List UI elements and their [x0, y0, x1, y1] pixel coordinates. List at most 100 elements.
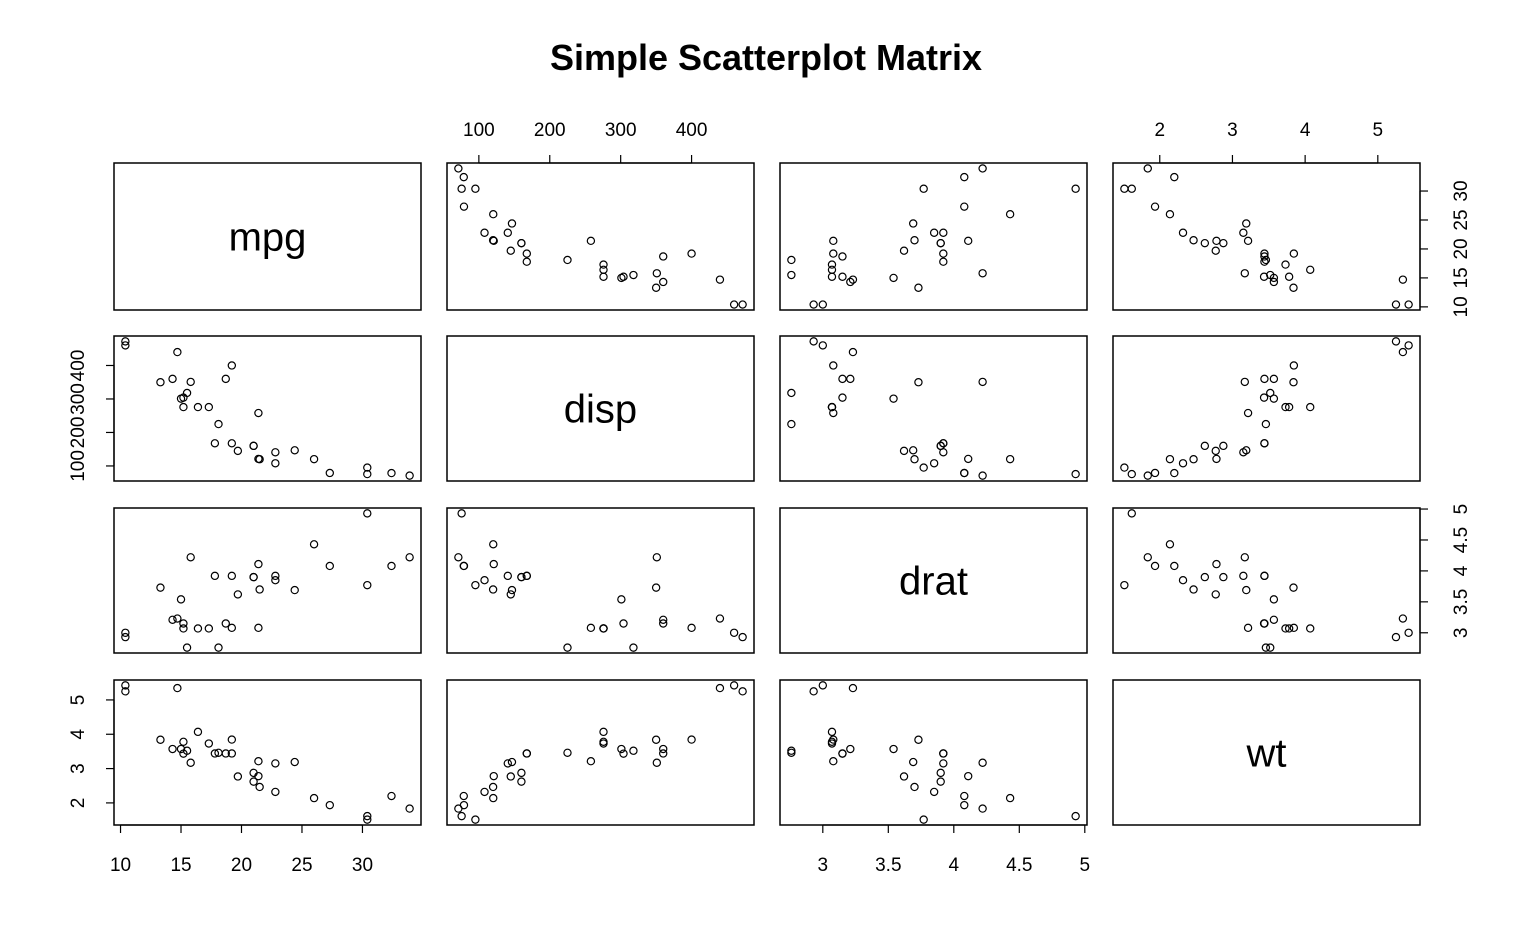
x-tick-label-drat: 3.5: [875, 855, 901, 876]
point-wt-drat: [939, 759, 948, 768]
point-mpg-disp: [617, 273, 626, 283]
point-mpg-disp: [563, 255, 572, 265]
point-mpg-wt: [1289, 283, 1298, 292]
x-tick-label-mpg: 30: [352, 855, 373, 876]
point-wt-disp: [659, 749, 668, 758]
point-drat-wt: [1127, 509, 1136, 518]
point-wt-drat: [960, 800, 969, 810]
y-tick-label-mpg: 15: [1451, 267, 1472, 288]
point-disp-wt: [1189, 455, 1198, 464]
point-disp-drat: [787, 419, 796, 429]
point-wt-mpg: [405, 804, 414, 813]
point-disp-drat: [960, 468, 969, 478]
point-drat-disp: [457, 509, 466, 518]
point-mpg-drat: [846, 277, 855, 287]
point-mpg-wt: [1170, 172, 1179, 182]
point-wt-disp: [729, 681, 739, 690]
point-wt-mpg: [179, 737, 188, 747]
point-wt-mpg: [387, 791, 396, 801]
point-disp-drat: [838, 374, 847, 384]
point-wt-disp: [503, 759, 512, 768]
point-wt-disp: [459, 791, 468, 801]
point-drat-wt: [1398, 614, 1408, 623]
point-disp-mpg: [254, 408, 263, 418]
point-mpg-drat: [818, 300, 828, 309]
point-disp-wt: [1269, 374, 1279, 384]
point-drat-wt: [1261, 643, 1271, 652]
point-wt-drat: [919, 815, 928, 824]
point-disp-mpg: [325, 468, 334, 478]
y-tick-label-wt: 4: [68, 729, 89, 740]
point-mpg-disp: [517, 238, 526, 248]
point-disp-drat: [1071, 469, 1080, 479]
point-disp-drat: [889, 394, 898, 403]
point-wt-mpg: [255, 782, 264, 792]
point-disp-wt: [1269, 394, 1279, 403]
point-drat-mpg: [193, 624, 203, 633]
point-disp-wt: [1259, 393, 1269, 402]
point-mpg-drat: [827, 260, 837, 269]
point-wt-drat: [910, 782, 919, 792]
point-mpg-disp: [522, 257, 531, 266]
point-drat-mpg: [168, 615, 177, 624]
point-mpg-disp: [459, 202, 469, 211]
point-disp-wt: [1260, 374, 1269, 384]
point-disp-mpg: [363, 463, 372, 472]
panel-frame-wt-mpg: [113, 679, 422, 826]
y-tick-label-mpg: 10: [1451, 296, 1472, 317]
point-wt-disp: [617, 744, 626, 754]
x-tick-label-disp: 400: [676, 120, 708, 141]
point-drat-wt: [1281, 624, 1290, 633]
x-tick-label-mpg: 25: [291, 855, 312, 876]
panel-frame-disp-disp: [446, 335, 755, 482]
panel-frame-disp-wt: [1112, 335, 1421, 482]
point-disp-wt: [1178, 459, 1188, 468]
y-tick-label-disp: 200: [68, 417, 89, 449]
point-mpg-wt: [1143, 164, 1152, 173]
point-drat-wt: [1266, 643, 1275, 652]
point-drat-disp: [586, 623, 596, 633]
y-tick-label-wt: 3: [68, 763, 89, 774]
point-disp-drat: [914, 378, 923, 387]
x-tick-label-disp: 100: [463, 120, 495, 141]
point-drat-mpg: [363, 509, 372, 518]
point-disp-wt: [1289, 361, 1299, 370]
point-drat-mpg: [233, 590, 243, 599]
point-wt-mpg: [249, 777, 258, 786]
point-disp-drat: [829, 408, 838, 418]
point-mpg-drat: [914, 283, 923, 292]
point-mpg-wt: [1404, 300, 1413, 309]
point-drat-mpg: [227, 623, 237, 633]
point-disp-wt: [1240, 377, 1250, 387]
point-drat-disp: [506, 590, 515, 599]
point-drat-wt: [1259, 619, 1269, 628]
panel-frame-drat-mpg: [113, 507, 422, 654]
point-wt-drat: [848, 683, 858, 693]
y-tick-label-drat: 3: [1451, 627, 1472, 638]
panel-frame-wt-disp: [446, 679, 755, 826]
point-mpg-wt: [1391, 300, 1401, 309]
point-drat-disp: [617, 595, 626, 604]
point-disp-mpg: [227, 361, 237, 370]
point-mpg-disp: [659, 277, 668, 287]
diagonal-label-disp: disp: [564, 388, 637, 432]
point-drat-mpg: [214, 643, 223, 652]
point-wt-mpg: [176, 744, 186, 754]
point-disp-mpg: [363, 469, 372, 479]
point-wt-drat: [914, 735, 923, 744]
point-wt-drat: [936, 768, 945, 778]
point-mpg-disp: [729, 300, 739, 309]
point-drat-disp: [659, 615, 668, 624]
point-mpg-wt: [1212, 236, 1221, 246]
point-wt-drat: [787, 746, 796, 755]
point-wt-disp: [507, 757, 517, 767]
point-disp-drat: [929, 459, 939, 468]
point-drat-wt: [1404, 628, 1413, 637]
y-tick-label-mpg: 25: [1451, 209, 1472, 230]
point-mpg-drat: [929, 228, 939, 237]
point-mpg-drat: [936, 238, 945, 248]
point-disp-drat: [910, 455, 919, 464]
panel-frame-drat-drat: [779, 507, 1088, 654]
point-mpg-drat: [829, 236, 838, 246]
point-drat-mpg: [309, 540, 319, 549]
